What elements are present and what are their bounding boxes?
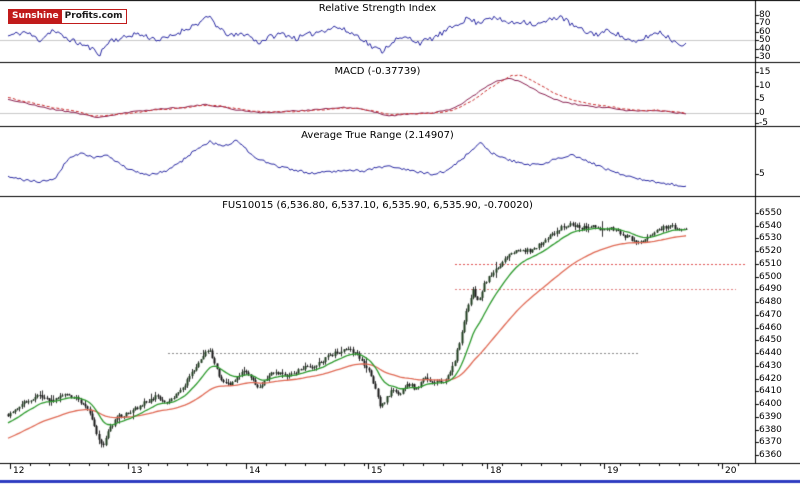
logo-profits-part: Profits.com (61, 10, 126, 23)
sunshineprofits-logo[interactable]: Sunshine Profits.com (8, 9, 127, 24)
logo-sunshine-part: Sunshine (9, 10, 62, 23)
